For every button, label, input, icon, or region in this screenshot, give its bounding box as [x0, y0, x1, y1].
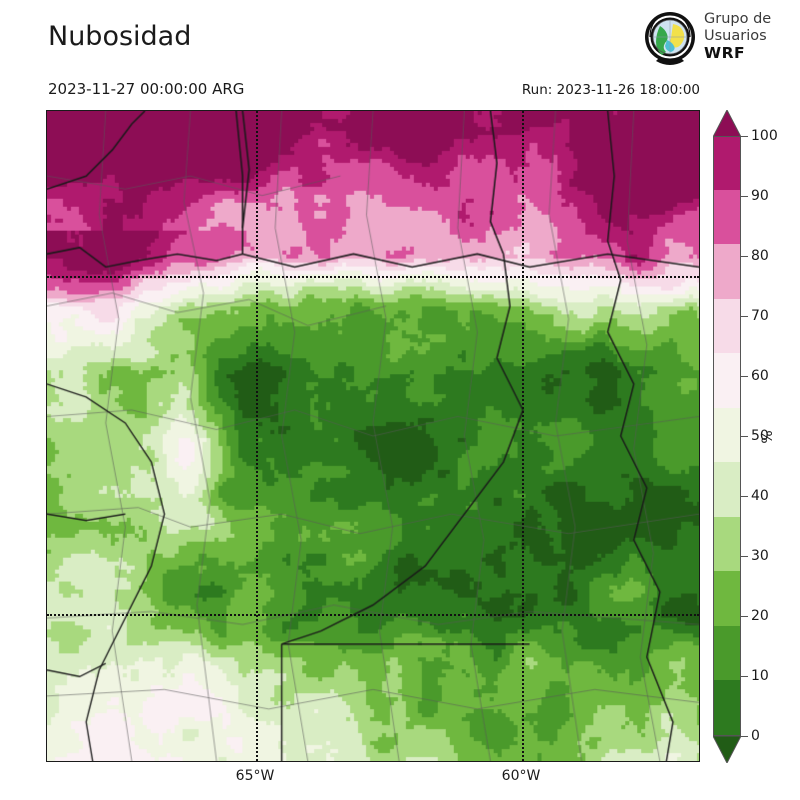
colorbar-axis-label: %: [760, 430, 776, 444]
gridline-30s: [47, 276, 699, 278]
colorbar-band: [714, 353, 740, 408]
gridline-35s: [47, 614, 699, 616]
run-time-label: Run: 2023-11-26 18:00:00: [521, 82, 700, 98]
valid-time-label: 2023-11-27 00:00:00 ARG: [48, 80, 245, 98]
logo-line-3: WRF: [704, 44, 746, 62]
colorbar-band: [714, 462, 740, 517]
gridline-60w: [522, 111, 524, 761]
logo-text: Grupo de Usuarios WRF: [704, 11, 794, 62]
colorbar-band: [714, 625, 740, 681]
colorbar-over-arrow: [713, 110, 741, 137]
xtick-label-60w: 60°W: [501, 768, 541, 784]
cloud-cover-field: [47, 111, 699, 761]
colorbar-band: [714, 244, 740, 299]
logo-line-2: Usuarios: [704, 28, 767, 44]
colorbar-tick: [741, 316, 748, 317]
colorbar-tick-label: 50: [751, 428, 769, 444]
colorbar-tick: [741, 616, 748, 617]
xtick-label-65w: 65°W: [235, 768, 275, 784]
colorbar-tick-label: 0: [751, 728, 760, 744]
logo-line-1: Grupo de: [704, 11, 772, 27]
colorbar-tick: [741, 196, 748, 197]
grupo-usuarios-wrf-logo: Grupo de Usuarios WRF: [640, 9, 792, 71]
colorbar-tick: [741, 556, 748, 557]
gridline-65w: [256, 111, 258, 761]
colorbar-band: [714, 298, 740, 354]
colorbar-band: [714, 680, 740, 735]
colorbar-band: [714, 407, 740, 463]
colorbar-tick: [741, 376, 748, 377]
colorbar-under-arrow: [713, 736, 741, 763]
colorbar-tick-label: 100: [751, 128, 778, 144]
colorbar-tick-label: 10: [751, 668, 769, 684]
colorbar-band: [714, 137, 740, 190]
colorbar-tick: [741, 676, 748, 677]
colorbar-tick-label: 40: [751, 488, 769, 504]
colorbar-tick-label: 30: [751, 548, 769, 564]
colorbar-band: [714, 571, 740, 626]
colorbar-tick: [741, 136, 748, 137]
map-plot-area[interactable]: [46, 110, 700, 762]
colorbar-tick-label: 90: [751, 188, 769, 204]
colorbar-tick-label: 70: [751, 308, 769, 324]
colorbar-gradient: [713, 136, 741, 736]
colorbar-tick-label: 80: [751, 248, 769, 264]
page-title: Nubosidad: [48, 21, 192, 52]
colorbar-band: [714, 189, 740, 245]
colorbar-tick: [741, 736, 748, 737]
colorbar-tick: [741, 496, 748, 497]
colorbar: 0 10 20 30 40 50 60 70 80 90 100: [713, 110, 778, 763]
colorbar-tick: [741, 256, 748, 257]
colorbar-tick: [741, 436, 748, 437]
colorbar-band: [714, 516, 740, 572]
colorbar-tick-label: 60: [751, 368, 769, 384]
globe-emblem-icon: [645, 12, 695, 65]
colorbar-tick-label: 20: [751, 608, 769, 624]
